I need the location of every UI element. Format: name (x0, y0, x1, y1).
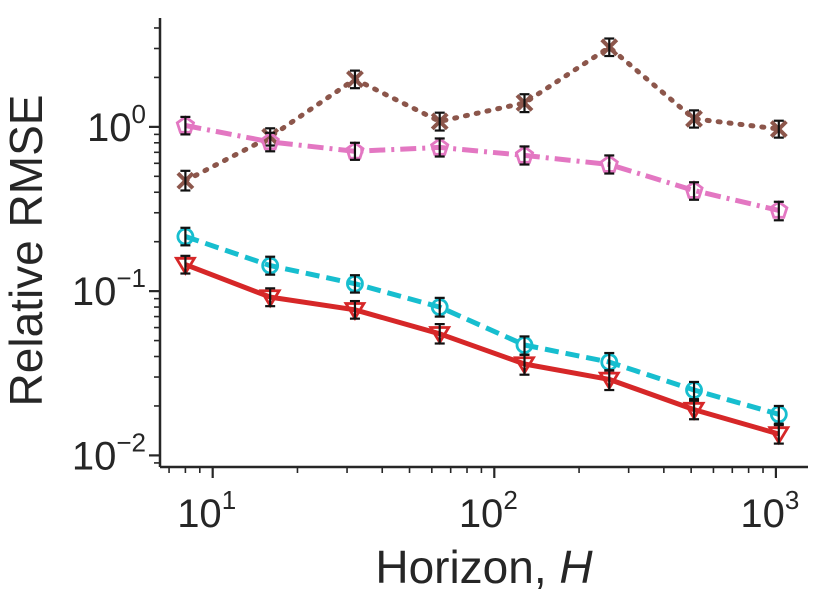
series-line (184, 234, 780, 417)
series-line (184, 123, 780, 213)
x-tick-base: 10 (740, 492, 785, 536)
x-axis-label-text: Horizon, (375, 541, 559, 593)
data-point (513, 353, 536, 376)
data-point (682, 399, 706, 421)
y-tick-label: 10−2 (72, 427, 146, 478)
y-tick-exponent: −1 (116, 263, 146, 293)
data-point (173, 254, 197, 276)
y-tick-label: 10−1 (72, 263, 146, 314)
data-point (345, 141, 365, 161)
data-point (430, 111, 449, 132)
data-point (343, 299, 367, 322)
axes (158, 18, 808, 469)
data-point (175, 115, 196, 136)
data-point (428, 322, 452, 346)
series-line (184, 262, 780, 437)
y-tick-exponent: 0 (132, 99, 146, 129)
x-tick-exponent: 1 (222, 485, 236, 515)
series-brown-x-dotted (176, 37, 788, 192)
data-point (514, 145, 535, 166)
x-tick-base: 10 (459, 492, 504, 536)
data-point (261, 255, 280, 276)
data-point (597, 369, 621, 392)
data-point (346, 69, 364, 90)
data-point (684, 180, 704, 201)
data-point (769, 404, 788, 425)
series-red-triangle-solid (173, 254, 791, 446)
y-tick-exponent: −2 (116, 427, 146, 457)
data-point (599, 154, 619, 175)
x-tick-label: 103 (740, 485, 799, 536)
x-axis-label-var: H (559, 541, 593, 593)
y-tick-base: 10 (87, 106, 132, 150)
data-point (176, 169, 195, 192)
x-tick-base: 10 (177, 492, 222, 536)
data-point (260, 131, 280, 153)
x-tick-exponent: 2 (503, 485, 517, 515)
data-point (685, 109, 703, 129)
data-point (515, 93, 534, 114)
data-point (258, 287, 282, 309)
x-tick-label: 102 (459, 485, 518, 536)
data-point (769, 200, 789, 222)
x-tick-exponent: 3 (785, 485, 799, 515)
data-point (685, 380, 703, 401)
y-axis-label: Relative RMSE (0, 95, 52, 407)
y-tick-label: 100 (87, 99, 146, 150)
data-point (767, 423, 791, 446)
series-cyan-circle-dashed (176, 226, 788, 425)
data-point (346, 274, 364, 294)
series-line (182, 44, 782, 184)
data-point (430, 296, 449, 318)
series-pink-pentagon-dashdot (175, 115, 789, 222)
series-layer (173, 37, 791, 446)
x-axis-label: Horizon, H (375, 541, 593, 593)
data-point (429, 137, 450, 158)
data-point (600, 37, 619, 58)
data-point (769, 119, 788, 139)
data-point (176, 226, 195, 247)
y-tick-base: 10 (72, 434, 117, 478)
y-tick-base: 10 (72, 270, 117, 314)
x-tick-label: 101 (177, 485, 236, 536)
